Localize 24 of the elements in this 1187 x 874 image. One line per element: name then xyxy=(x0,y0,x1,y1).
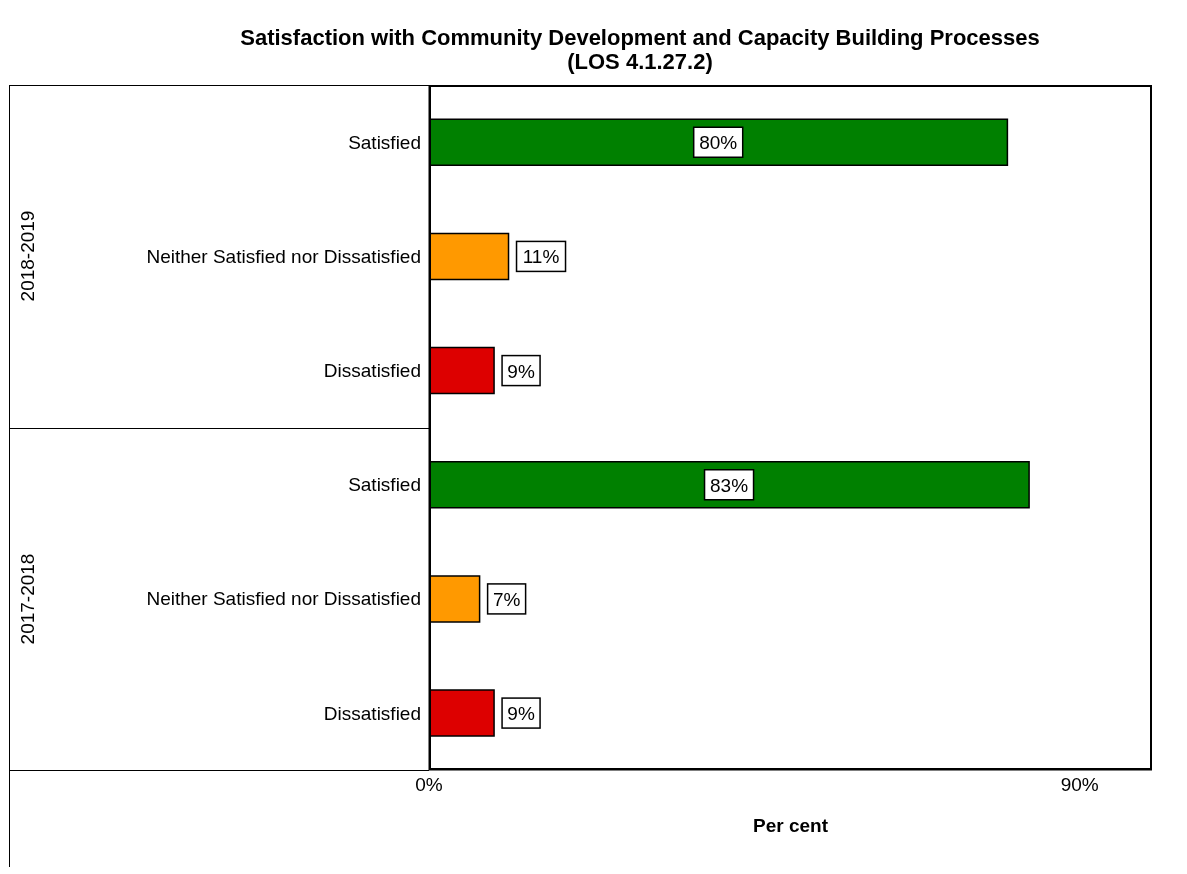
data-label: 83% xyxy=(710,474,749,496)
bar xyxy=(429,461,1030,509)
x-tick-label: 0% xyxy=(415,774,443,796)
data-label: 11% xyxy=(522,246,560,268)
x-tick-label: 90% xyxy=(1060,774,1099,796)
y-tick-label: Neither Satisfied nor Dissatisfied xyxy=(146,245,421,267)
chart-title: Satisfaction with Community Development and Capacity Building Processes (LOS 4.1.27.2) xyxy=(240,25,1040,74)
y-tick-label: Dissatisfied xyxy=(323,360,421,382)
data-label: 7% xyxy=(492,588,521,610)
bar xyxy=(429,118,1009,166)
text: 2017-2018 xyxy=(17,553,39,645)
bar xyxy=(429,689,495,737)
x-axis-title: Per cent xyxy=(753,815,829,836)
bar xyxy=(429,232,510,281)
data-label: 80% xyxy=(699,132,738,154)
bar xyxy=(429,575,481,623)
y-tick-label: Neither Satisfied nor Dissatisfied xyxy=(146,588,421,610)
data-label: 9% xyxy=(507,360,535,382)
text: 2018-2019 xyxy=(17,210,39,302)
data-label: 9% xyxy=(507,703,535,725)
y-tick-label: Satisfied xyxy=(348,474,421,496)
bar xyxy=(429,346,495,395)
y-tick-label: Satisfied xyxy=(348,131,421,153)
y-tick-label: Dissatisfied xyxy=(323,702,421,724)
